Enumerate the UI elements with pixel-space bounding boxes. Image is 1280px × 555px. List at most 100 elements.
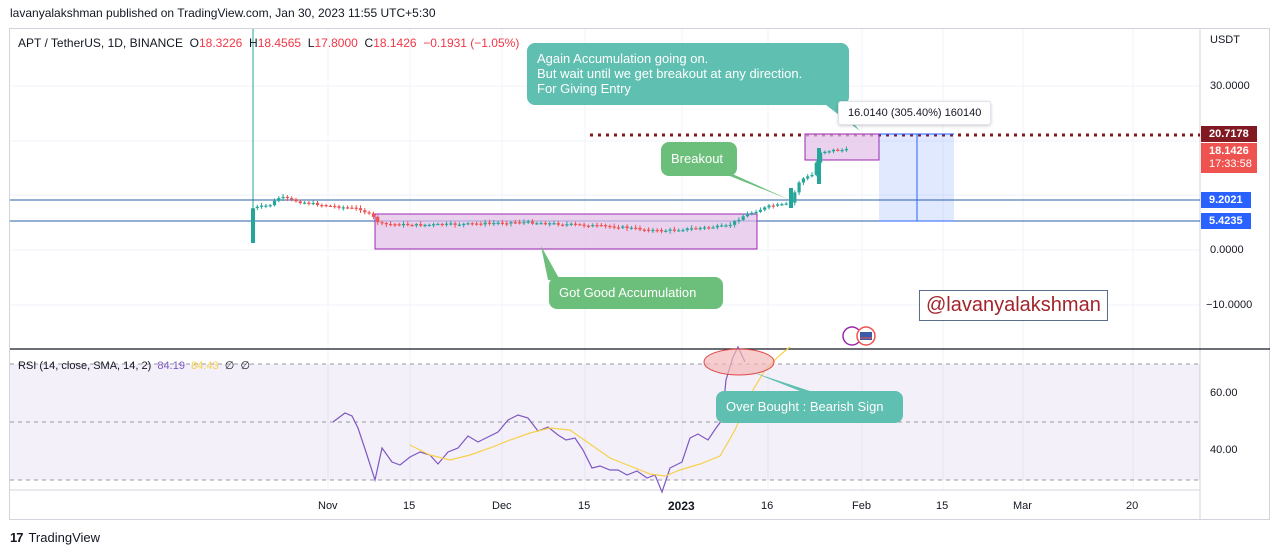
candle-body	[255, 206, 259, 208]
candle-body	[827, 151, 831, 153]
rsi-legend-label[interactable]: RSI (14, close, SMA, 14, 2)	[18, 360, 152, 372]
callout-accumulation-top[interactable]: Again Accumulation going on. But wait un…	[527, 43, 849, 105]
candle-body	[324, 205, 328, 207]
tag-level-mid: 9.2021	[1209, 194, 1243, 206]
candle-body	[672, 229, 676, 231]
rsi-empty-1: ∅	[224, 360, 235, 372]
measure-label: 16.0140 (305.40%) 160140	[838, 101, 992, 125]
callout-good-accumulation[interactable]: Got Good Accumulation	[549, 277, 723, 309]
candle-body	[771, 205, 775, 207]
candle-body	[728, 224, 732, 227]
candle-body	[333, 205, 337, 208]
callout-top-line-2: But wait until we get breakout at any di…	[537, 66, 803, 81]
candle-body	[659, 229, 664, 232]
event-flag-icons[interactable]	[842, 326, 876, 346]
tag-level-low: 5.4235	[1209, 215, 1243, 227]
candle-body	[844, 149, 848, 151]
candle-body	[350, 207, 354, 209]
candle-body	[599, 225, 603, 227]
candle-body	[384, 223, 388, 225]
candle-body	[513, 222, 517, 224]
candle-body	[745, 213, 750, 217]
tradingview-brand[interactable]: TradingView	[28, 530, 101, 545]
candle-body	[582, 224, 586, 226]
candle-body	[831, 149, 836, 152]
callout-overbought[interactable]: Over Bought : Bearish Sign	[716, 391, 903, 423]
candle-body	[694, 228, 698, 230]
accumulation-box-main[interactable]	[374, 213, 758, 250]
candle-body	[664, 230, 668, 232]
candle-body	[272, 200, 277, 206]
candle-body	[552, 223, 556, 225]
candle-body	[539, 223, 543, 225]
price-tick-30: 30.0000	[1210, 80, 1250, 92]
candle-body	[401, 223, 406, 226]
rsi-value: 84.19	[157, 360, 185, 372]
candle-body	[522, 222, 526, 224]
candle-body	[625, 226, 629, 229]
candle-body	[548, 223, 552, 225]
author-handle: @lavanyalakshman	[919, 290, 1108, 321]
tag-last-price: 18.1426	[1209, 145, 1249, 157]
candle-body	[647, 229, 651, 231]
callout-top-line-1: Again Accumulation going on.	[537, 51, 709, 66]
published-text: lavanyalakshman published on TradingView…	[10, 6, 436, 20]
accumulation-box-top[interactable]	[804, 133, 880, 161]
candle-body	[784, 203, 788, 205]
overbought-ellipse[interactable]	[703, 348, 775, 376]
candle-body	[346, 207, 350, 209]
rsi-sma-value: 84.43	[191, 360, 219, 372]
candle-body	[260, 205, 264, 207]
candle-body	[780, 204, 784, 206]
rsi-line	[332, 345, 746, 494]
callout-breakout[interactable]: Breakout	[661, 142, 737, 176]
high-label: H	[249, 36, 258, 50]
candle-body	[285, 196, 289, 199]
candle-body	[298, 201, 302, 204]
time-tick-20: 20	[1126, 500, 1139, 512]
candle-body	[578, 224, 582, 226]
candle-body	[608, 225, 612, 228]
candle-body	[475, 223, 479, 225]
candle-body	[487, 222, 492, 224]
candle-body	[535, 223, 539, 225]
candle-body	[509, 222, 513, 224]
close-label: C	[364, 36, 374, 50]
currency-label: USDT	[1210, 34, 1240, 46]
candle-body	[444, 223, 449, 225]
candle-body	[440, 223, 444, 226]
candle-body	[363, 210, 367, 213]
candle-body	[530, 221, 535, 224]
candle-body	[711, 227, 715, 229]
candle-body	[754, 211, 758, 214]
low-value: 17.8000	[314, 36, 358, 50]
symbol-legend: APT / TetherUS, 1D, BINANCE O18.3226 H18…	[18, 36, 519, 50]
candle-body	[281, 196, 285, 199]
candle-body	[294, 199, 298, 202]
open-value: 18.3226	[198, 36, 243, 50]
candle-body	[427, 224, 431, 226]
symbol-name[interactable]: APT / TetherUS, 1D, BINANCE	[18, 36, 183, 50]
candle-body	[720, 225, 724, 227]
candle-body	[629, 227, 633, 229]
candle-body	[419, 224, 423, 226]
candle-body	[810, 174, 814, 177]
candle-body	[479, 223, 483, 225]
time-tick-2023: 2023	[668, 499, 695, 513]
close-value: 18.1426	[373, 36, 417, 50]
candle-body	[320, 205, 324, 207]
candle-body	[264, 205, 268, 207]
price-tick-0: 0.0000	[1210, 244, 1244, 256]
candle-body	[685, 228, 689, 231]
candle-body	[707, 227, 711, 229]
tag-countdown: 17:33:58	[1209, 158, 1252, 170]
candle-body	[505, 223, 509, 225]
candle-body	[573, 223, 578, 225]
candle-body	[612, 226, 616, 228]
candle-body	[496, 222, 500, 224]
candle-body	[410, 225, 414, 227]
candle-body	[561, 224, 565, 226]
candle-body	[836, 149, 840, 151]
candle-body	[543, 223, 547, 225]
